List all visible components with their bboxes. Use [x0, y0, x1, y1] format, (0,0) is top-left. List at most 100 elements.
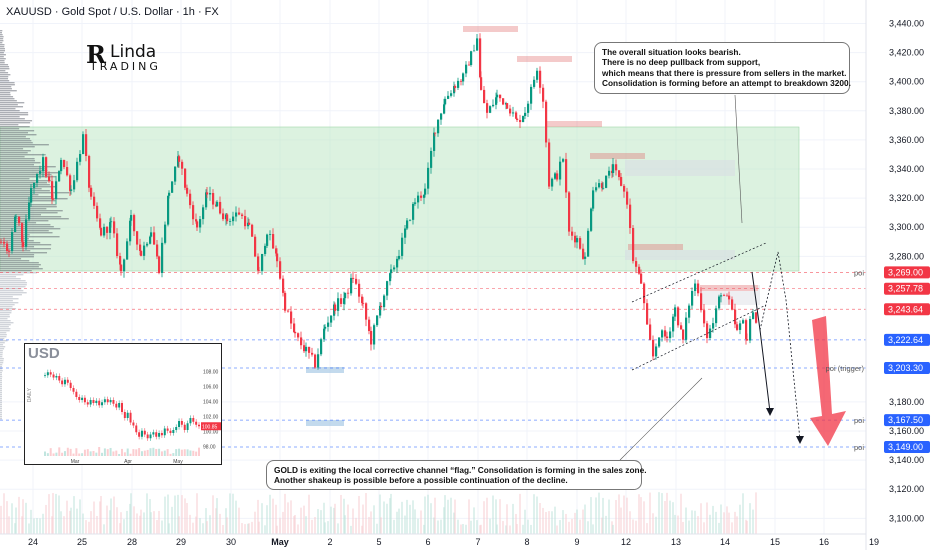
volume-profile-bar	[0, 228, 61, 230]
volume-bar	[70, 507, 72, 534]
candle-body	[755, 312, 758, 323]
candle-body	[136, 231, 139, 245]
volume-bar	[492, 495, 494, 534]
volume-bar	[212, 495, 214, 534]
candle-body	[462, 73, 465, 82]
symbol-header[interactable]: XAUUSD · Gold Spot / U.S. Dollar · 1h · …	[6, 6, 219, 18]
inset-candle-body	[160, 433, 163, 436]
volume-bar	[195, 516, 197, 534]
price-axis[interactable]: 3,440.00 3,420.00 3,400.00 3,380.00 3,360.00…	[889, 18, 924, 523]
volume-profile-bar	[0, 418, 2, 420]
volume-profile-bar	[0, 178, 30, 180]
volume-bar	[323, 502, 325, 534]
projection-arrowhead	[766, 408, 774, 416]
time-axis[interactable]: 24 25 28 29 30 May 2 5 6 7 8 9 12 13 14 15 16 19	[28, 537, 879, 547]
volume-bar	[225, 508, 227, 534]
volume-bar	[749, 503, 751, 534]
volume-profile-bar	[0, 50, 6, 52]
volume-bar	[337, 523, 339, 534]
volume-profile-bar	[0, 194, 39, 196]
volume-bar	[568, 521, 570, 534]
candle-body	[386, 281, 389, 296]
price-label-text: 3,149.00	[888, 442, 923, 452]
volume-profile-bar	[0, 40, 4, 42]
inset-candle-body	[126, 412, 129, 418]
candle-body	[171, 181, 174, 193]
volume-profile-bar	[0, 332, 7, 334]
volume-bar	[548, 511, 550, 534]
note-top[interactable]: The overall situation looks bearish. The…	[594, 42, 851, 94]
volume-bar	[11, 503, 13, 534]
volume-profile-bar	[0, 192, 70, 194]
volume-profile-bar	[0, 266, 39, 268]
candle-body	[373, 325, 376, 345]
candle-body	[380, 305, 383, 308]
inset-candle-body	[63, 379, 66, 385]
volume-bar	[414, 509, 416, 534]
volume-bar	[0, 505, 2, 534]
volume-profile-bar	[0, 386, 2, 388]
volume-bar	[196, 493, 198, 534]
volume-bar	[522, 524, 524, 534]
candle-body	[119, 256, 122, 265]
inset-price-label: 98.00	[203, 445, 216, 451]
volume-bar	[103, 524, 105, 534]
candle-body	[257, 256, 260, 271]
candle-body	[509, 108, 512, 114]
candle-body	[28, 202, 31, 220]
inset-volume-bar	[112, 451, 115, 456]
volume-profile-bar	[0, 144, 49, 146]
inset-candle-body	[135, 425, 138, 433]
candle-body	[129, 220, 132, 242]
volume-profile-bar	[0, 366, 2, 368]
price-label-text: 3,222.64	[888, 335, 923, 345]
volume-bar	[390, 493, 392, 534]
candle-body	[219, 201, 222, 214]
volume-profile-bar	[0, 94, 11, 96]
volume-bar	[181, 495, 183, 534]
volume-bar	[226, 517, 228, 534]
volume-profile-bar	[0, 176, 56, 178]
volume-bar	[376, 523, 378, 534]
inset-candle-body	[180, 421, 183, 425]
inset-candle-body	[69, 382, 72, 388]
volume-bar	[30, 509, 32, 534]
volume-bar	[598, 492, 600, 534]
volume-profile-bar	[0, 218, 69, 220]
candle-body	[389, 273, 392, 282]
volume-profile-bar	[0, 346, 6, 348]
volume-bar	[186, 503, 188, 534]
candle-body	[720, 295, 723, 297]
volume-bar	[745, 519, 747, 534]
candle-body	[516, 118, 519, 121]
note-bottom[interactable]: GOLD is exiting the local corrective cha…	[266, 460, 647, 490]
volume-profile-bar	[0, 328, 11, 330]
volume-bar	[601, 517, 603, 534]
inset-candle-body	[158, 433, 161, 437]
volume-bar	[700, 503, 702, 534]
volume-profile-bar	[0, 352, 3, 354]
inset-volume-bar	[183, 449, 186, 456]
candle-body	[156, 244, 159, 257]
time-tick-label: 9	[574, 537, 579, 547]
volume-bar	[99, 501, 101, 534]
usd-inset-chart[interactable]: USD DAILY 108.00 106.00 104.00 102.00 100.00…	[24, 343, 222, 465]
inset-volume-bar	[115, 450, 118, 456]
candle-body	[703, 310, 706, 324]
low-marker	[306, 367, 344, 373]
candle-body	[222, 213, 225, 220]
volume-bar	[734, 511, 736, 534]
volume-profile-bar	[0, 340, 8, 342]
candle-body	[305, 346, 308, 352]
volume-bar	[279, 517, 281, 534]
logo-name: Linda	[110, 42, 157, 62]
candle-body	[150, 232, 153, 237]
volume-profile-bar	[0, 148, 24, 150]
volume-bar	[153, 511, 155, 534]
volume-bar	[42, 513, 44, 534]
volume-profile-bar	[0, 82, 15, 84]
volume-bar	[93, 501, 95, 534]
candle-body	[626, 191, 629, 205]
candle-body	[674, 307, 677, 317]
price-tick-label: 3,360.00	[889, 135, 924, 145]
